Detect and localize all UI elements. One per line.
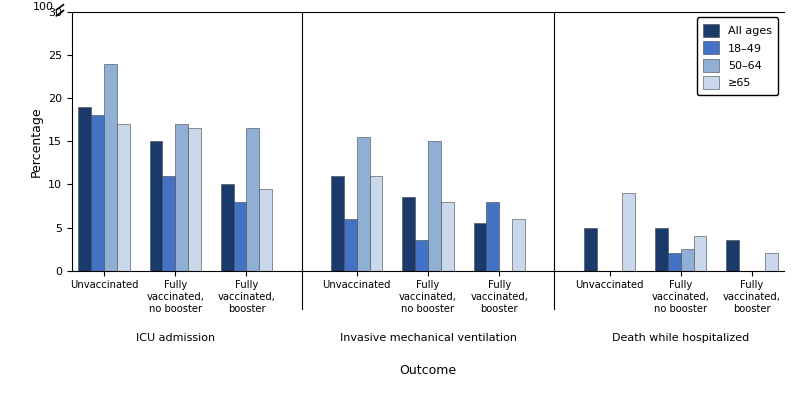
Bar <box>162 176 175 271</box>
Text: Death while hospitalized: Death while hospitalized <box>612 333 750 343</box>
Bar <box>765 254 778 271</box>
Bar <box>150 141 162 271</box>
Y-axis label: Percentage: Percentage <box>30 106 42 177</box>
Text: Outcome: Outcome <box>399 364 457 377</box>
Bar <box>188 128 201 271</box>
Bar <box>584 228 597 271</box>
Text: Invasive mechanical ventilation: Invasive mechanical ventilation <box>339 333 517 343</box>
Bar <box>370 176 382 271</box>
Bar <box>117 124 130 271</box>
Bar <box>402 197 415 271</box>
Bar <box>331 176 344 271</box>
Bar <box>246 128 259 271</box>
Bar <box>512 219 525 271</box>
Bar <box>428 141 441 271</box>
Bar <box>234 202 246 271</box>
Bar <box>622 193 635 271</box>
Bar <box>357 137 370 271</box>
Bar <box>344 219 357 271</box>
Bar <box>415 240 428 271</box>
Bar <box>474 223 486 271</box>
Bar <box>694 236 706 271</box>
Bar <box>726 240 739 271</box>
Bar <box>681 249 694 271</box>
Text: ICU admission: ICU admission <box>136 333 215 343</box>
Bar <box>668 254 681 271</box>
Bar <box>486 202 499 271</box>
Bar <box>91 115 104 271</box>
Bar <box>221 184 234 271</box>
Bar <box>104 64 117 271</box>
Bar <box>259 189 272 271</box>
Bar <box>655 228 668 271</box>
Text: 100: 100 <box>34 2 54 12</box>
Bar <box>175 124 188 271</box>
Legend: All ages, 18–49, 50–64, ≥65: All ages, 18–49, 50–64, ≥65 <box>697 18 778 96</box>
Bar <box>441 202 454 271</box>
Bar <box>78 107 91 271</box>
